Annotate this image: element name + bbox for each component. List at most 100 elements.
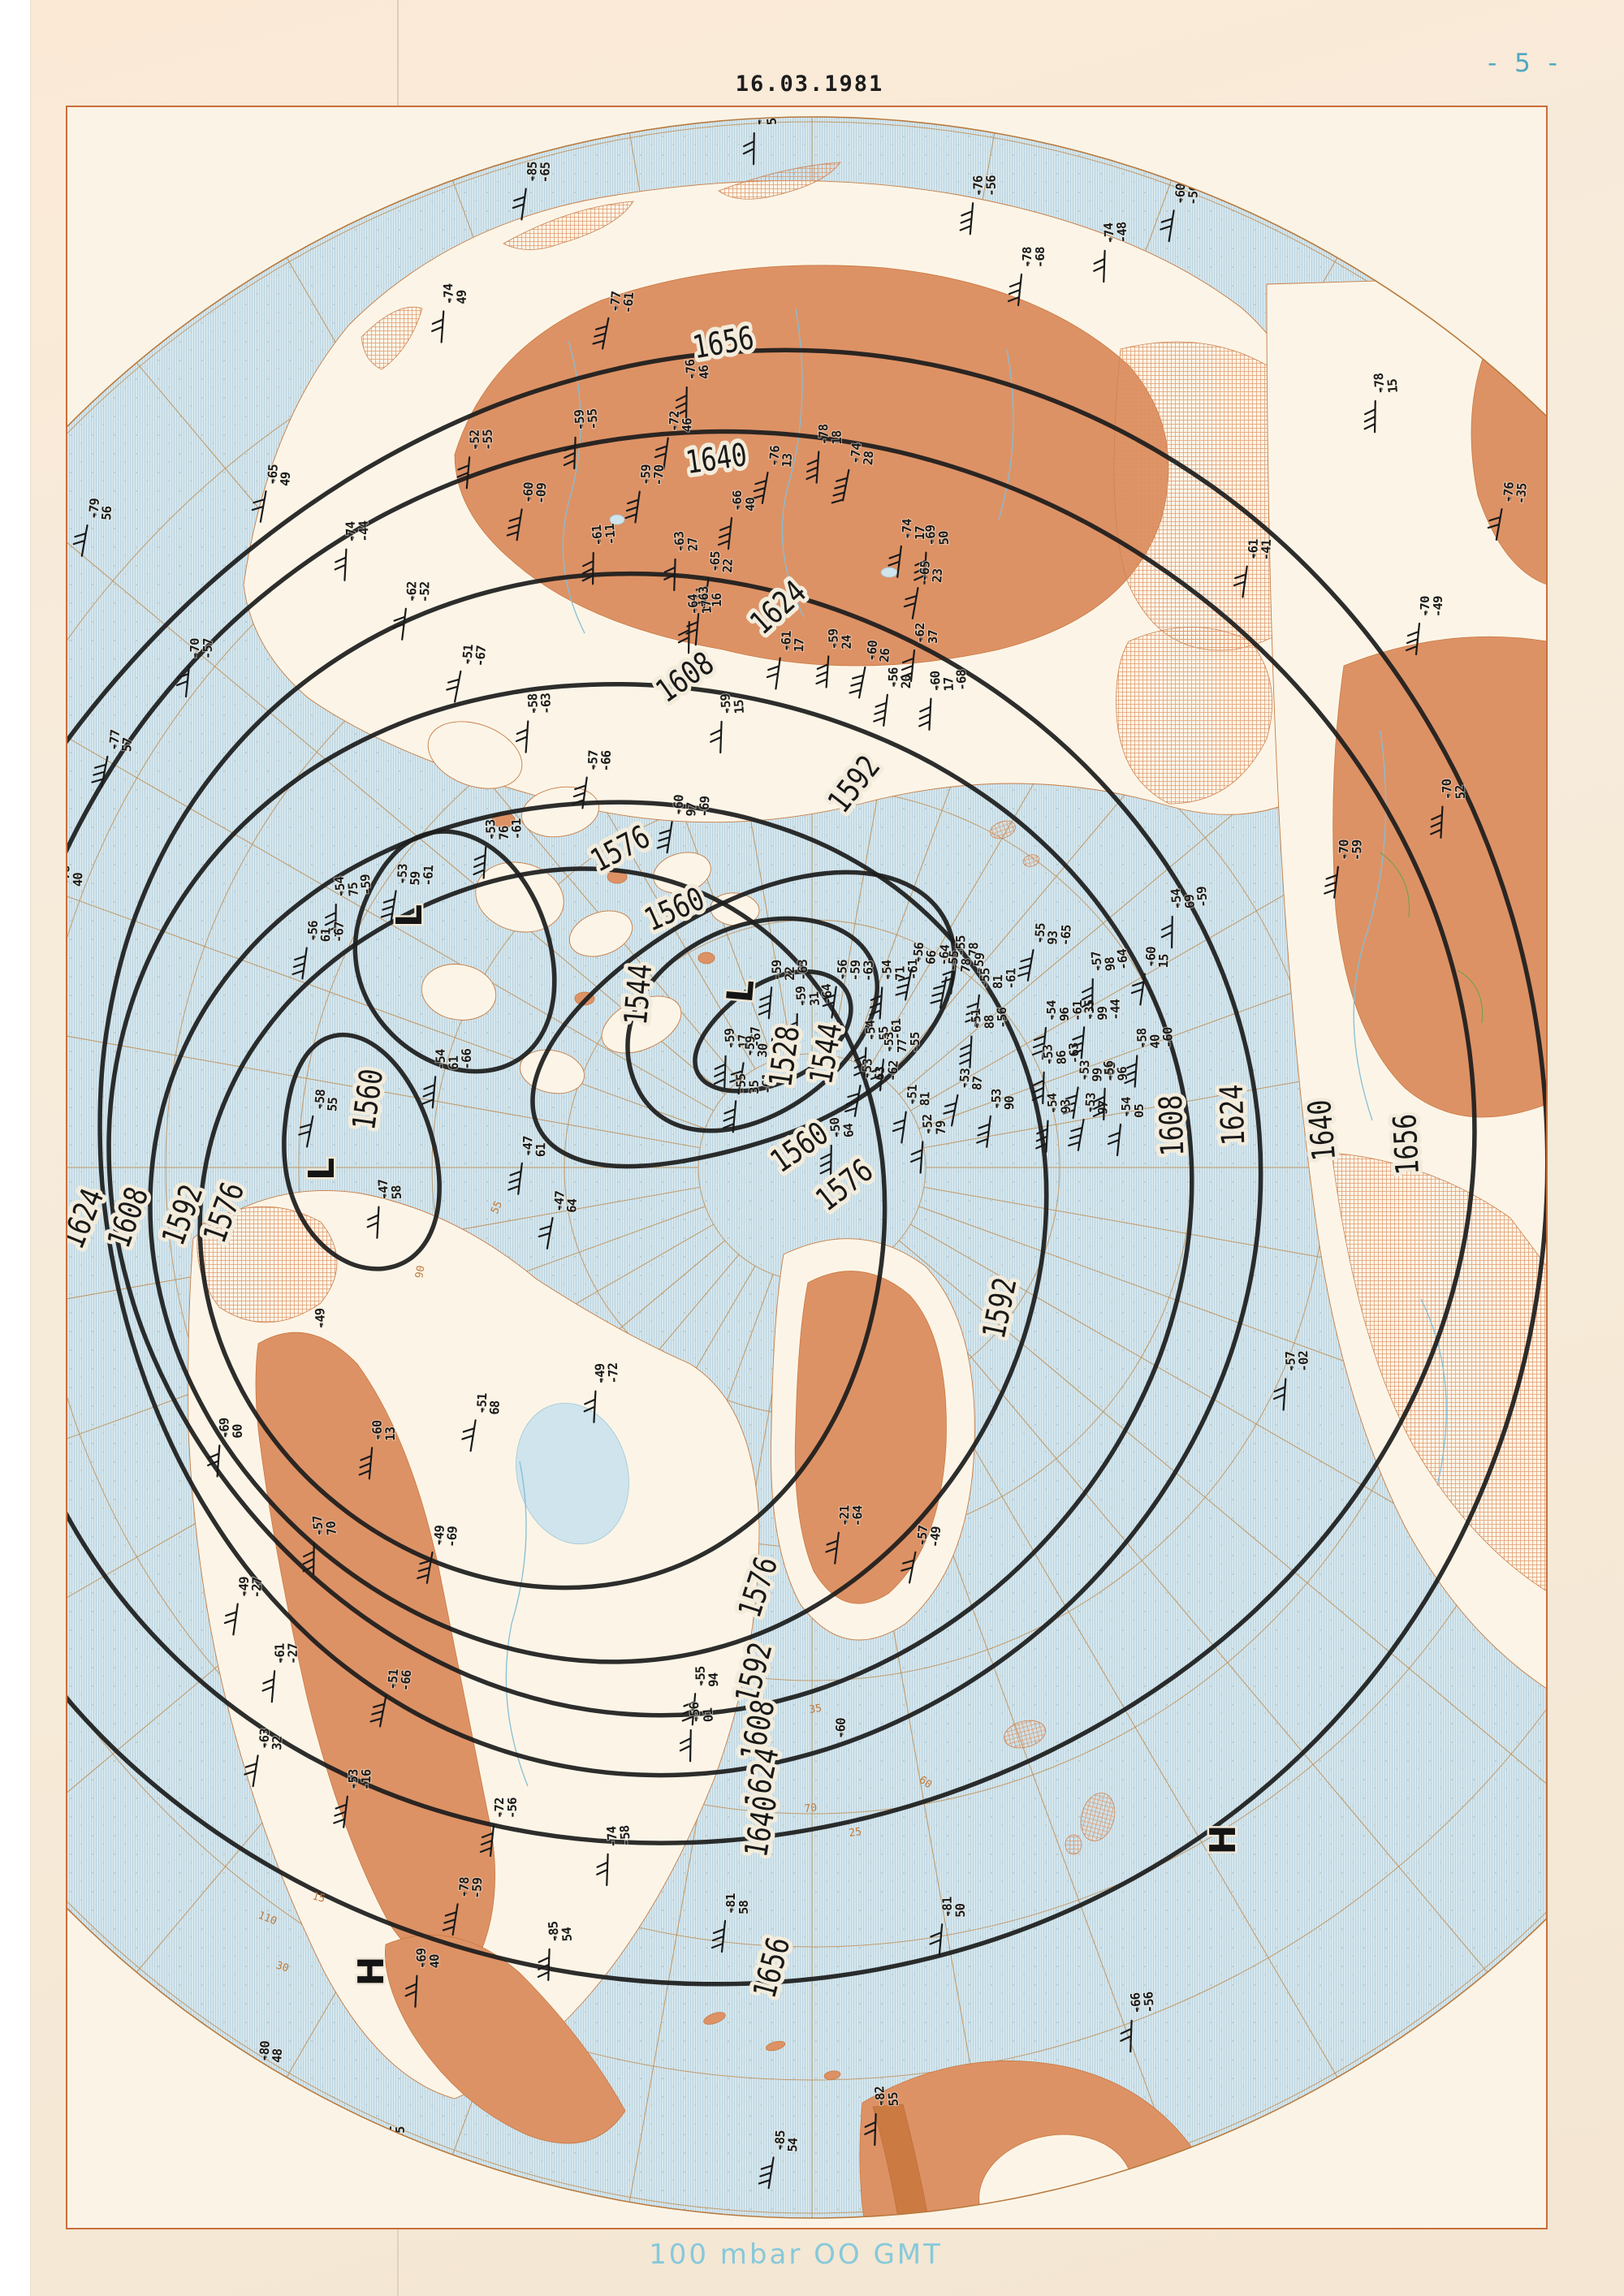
station-value: -78 bbox=[1371, 373, 1388, 395]
station-value: -56 bbox=[835, 959, 850, 981]
station-value: -55 bbox=[908, 1032, 922, 1053]
station-dot bbox=[749, 1050, 753, 1054]
wind-barb bbox=[292, 947, 308, 980]
station-dot bbox=[526, 1150, 531, 1154]
station-dot bbox=[317, 1530, 322, 1534]
wind-barb bbox=[456, 456, 471, 490]
wind-barb bbox=[758, 986, 773, 1020]
station-value: -82 bbox=[872, 2086, 888, 2108]
pressure-centers: L L L H H bbox=[300, 902, 1246, 1987]
station-dot bbox=[1379, 387, 1383, 391]
station-plot: -61-11 bbox=[581, 522, 620, 585]
wind-barb bbox=[1068, 1119, 1085, 1151]
station-value: 57 bbox=[763, 110, 779, 126]
island bbox=[427, 721, 523, 789]
station-value: 22 bbox=[720, 559, 736, 573]
wind-barb bbox=[516, 720, 529, 753]
station-value: 99 bbox=[1095, 1006, 1110, 1021]
station-dot bbox=[1125, 1111, 1129, 1116]
contour-label: 1656 bbox=[1387, 1113, 1427, 1176]
station-dot bbox=[597, 539, 601, 543]
station-value: -63 bbox=[796, 959, 810, 980]
station-value: 13 bbox=[383, 1426, 398, 1441]
station-value: -51 bbox=[905, 1084, 920, 1106]
station-value: 93 bbox=[1058, 1098, 1073, 1113]
wind-barb bbox=[369, 1694, 387, 1728]
station-value: 60 bbox=[230, 1424, 245, 1439]
station-dot bbox=[527, 496, 531, 500]
vegetation-contour bbox=[1457, 969, 1484, 1024]
graticule-label: 60 bbox=[917, 1774, 934, 1791]
station-plot: -76-56 bbox=[959, 175, 1000, 235]
paper-left-strip bbox=[0, 0, 31, 2296]
wind-barb bbox=[918, 697, 932, 731]
station-value: -64 bbox=[1115, 948, 1131, 971]
station-dot bbox=[318, 1103, 322, 1107]
station-dot bbox=[801, 1000, 805, 1004]
station-value: -69 bbox=[697, 796, 712, 818]
station-value: -55 bbox=[978, 968, 992, 989]
station-value: -77 bbox=[106, 729, 123, 752]
station-dot bbox=[843, 1519, 848, 1524]
station-value: 40 bbox=[1147, 1034, 1163, 1049]
wind-barb bbox=[261, 1670, 276, 1703]
wind-barb bbox=[479, 1823, 495, 1858]
station-value: 86 bbox=[1054, 1050, 1069, 1065]
station-value: -53 bbox=[346, 1769, 361, 1790]
station-dot bbox=[1052, 1107, 1056, 1111]
station-dot bbox=[905, 533, 910, 537]
station-value: 55 bbox=[886, 2091, 901, 2107]
wind-barb bbox=[1273, 1378, 1287, 1411]
station-dot bbox=[553, 1936, 557, 1940]
station-dot bbox=[1050, 1014, 1055, 1019]
station-value: 78 bbox=[966, 943, 981, 957]
station-dot bbox=[714, 565, 718, 569]
station-dot bbox=[677, 809, 681, 813]
station-value: -55 bbox=[481, 429, 495, 451]
wind-barb bbox=[324, 903, 337, 937]
station-dot bbox=[243, 1590, 247, 1595]
station-value: -53 bbox=[395, 863, 410, 885]
station-dot bbox=[113, 744, 117, 748]
island bbox=[1080, 1793, 1116, 1841]
station-value: -70 bbox=[651, 464, 667, 486]
station-value: 70 bbox=[323, 1521, 339, 1536]
station-value: 58 bbox=[389, 1185, 404, 1199]
wind-barb bbox=[473, 846, 487, 879]
station-value: -85 bbox=[772, 2130, 788, 2151]
station-dot bbox=[1289, 1365, 1294, 1370]
wind-barb bbox=[873, 693, 888, 727]
station-dot bbox=[352, 1783, 356, 1788]
station-value: -61 bbox=[905, 959, 921, 981]
wind-barb bbox=[506, 508, 523, 542]
station-value: -59 bbox=[742, 1035, 758, 1057]
island bbox=[653, 852, 711, 894]
station-value: -66 bbox=[1128, 1992, 1144, 2014]
station-value: 50 bbox=[953, 1903, 968, 1918]
graticule-label: 30 bbox=[274, 1960, 291, 1975]
contour-line-1560 bbox=[282, 1032, 442, 1271]
wind-barb bbox=[853, 1047, 867, 1080]
station-plot: -56-59-63 bbox=[822, 958, 877, 1019]
station-dot bbox=[1026, 261, 1030, 265]
station-value: 59 bbox=[408, 871, 423, 886]
station-value: 56 bbox=[99, 506, 114, 521]
station-value: -53 bbox=[859, 1058, 875, 1080]
station-value: -65 bbox=[768, 1037, 784, 1059]
station-dot bbox=[886, 973, 890, 978]
station-value: -54 bbox=[332, 876, 348, 899]
station-dot bbox=[729, 1907, 734, 1912]
